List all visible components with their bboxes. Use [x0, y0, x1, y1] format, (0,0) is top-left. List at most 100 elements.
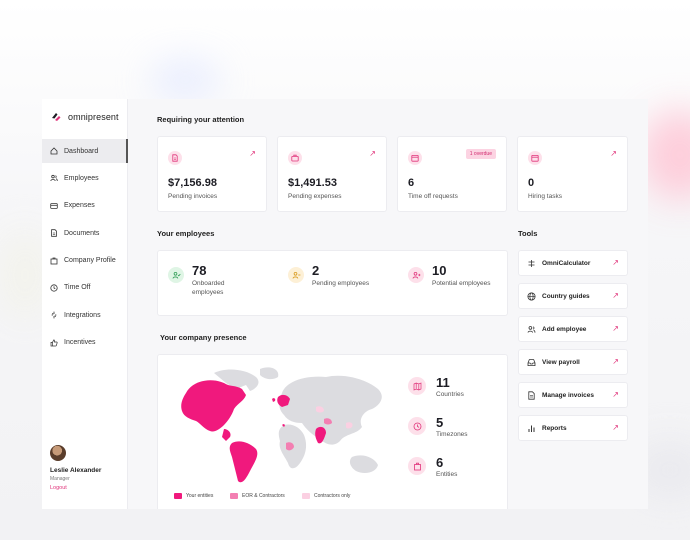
sidebar-item-label: Incentives: [64, 339, 96, 347]
tool-reports[interactable]: Reports ↗: [518, 415, 628, 441]
stat-label: Pending employees: [312, 280, 370, 287]
logout-link[interactable]: Logout: [50, 485, 67, 491]
stat-value: 11: [436, 375, 450, 390]
home-icon: [50, 147, 58, 155]
legend-your-entities: Your entities: [174, 493, 213, 499]
avatar[interactable]: [50, 445, 66, 461]
sidebar-item-label: Dashboard: [64, 147, 99, 155]
sidebar-item-label: Documents: [64, 229, 100, 237]
tool-omnicalculator[interactable]: OmniCalculator ↗: [518, 250, 628, 276]
tool-country-guides[interactable]: Country guides ↗: [518, 283, 628, 309]
sidebar-item-integrations[interactable]: Integrations: [42, 303, 128, 327]
arrow-up-right-icon: ↗: [612, 357, 619, 366]
sidebar-item-company-profile[interactable]: Company Profile: [42, 249, 128, 273]
sidebar-item-label: Integrations: [64, 311, 101, 319]
kpi-card-pending-expenses[interactable]: ↗ $1,491.53 Pending expenses: [277, 136, 387, 212]
clock-icon: [408, 417, 426, 435]
sidebar-item-label: Company Profile: [64, 257, 116, 265]
inbox-icon: [527, 358, 536, 366]
calculator-icon: [528, 259, 535, 267]
tool-label: Reports: [542, 424, 567, 432]
credit-card-icon: [50, 202, 58, 209]
arrow-up-right-icon[interactable]: ↗: [369, 149, 376, 158]
clock-icon: [50, 284, 58, 292]
arrow-up-right-icon[interactable]: ↗: [610, 149, 617, 158]
app-window: omnipresent Dashboard Employees Expenses…: [42, 99, 648, 509]
brand-name: omnipresent: [68, 112, 119, 122]
onboarded-employees-stat[interactable]: 78 Onboarded employees: [168, 263, 268, 303]
map-icon: [408, 377, 426, 395]
user-minus-icon: [288, 267, 304, 283]
stat-label: Potential employees: [432, 280, 491, 287]
tool-manage-invoices[interactable]: Manage invoices ↗: [518, 382, 628, 408]
sidebar-item-incentives[interactable]: Incentives: [42, 331, 128, 355]
users-icon: [527, 325, 536, 333]
kpi-label: Hiring tasks: [528, 193, 562, 200]
kpi-card-pending-invoices[interactable]: ↗ $7,156.98 Pending invoices: [157, 136, 267, 212]
tools-title: Tools: [518, 229, 538, 238]
tool-label: Add employee: [542, 325, 587, 333]
bar-chart-icon: [528, 425, 535, 432]
potential-employees-stat[interactable]: 10 Potential employees: [408, 263, 508, 303]
attention-title: Requiring your attention: [157, 115, 245, 124]
globe-icon: [527, 292, 536, 300]
arrow-up-right-icon: ↗: [612, 258, 619, 267]
tool-view-payroll[interactable]: View payroll ↗: [518, 349, 628, 375]
stat-value: 10: [432, 263, 447, 278]
user-profile: Leslie Alexander Manager Logout: [50, 445, 101, 491]
presence-card: 11 Countries 5 Timezones 6 Entities Your…: [157, 354, 508, 509]
employees-card: 78 Onboarded employees 2 Pending employe…: [157, 250, 508, 316]
kpi-value: 0: [528, 177, 535, 189]
legend-swatch: [174, 493, 182, 499]
presence-title: Your company presence: [160, 333, 247, 342]
sidebar-item-expenses[interactable]: Expenses: [42, 194, 128, 218]
kpi-value: $7,156.98: [168, 177, 217, 189]
tool-label: Country guides: [542, 292, 590, 300]
sidebar: omnipresent Dashboard Employees Expenses…: [42, 99, 128, 509]
kpi-card-time-off-requests[interactable]: 1 overdue 6 Time off requests: [397, 136, 507, 212]
logo[interactable]: omnipresent: [50, 111, 119, 123]
employees-title: Your employees: [157, 229, 215, 238]
stat-value: 2: [312, 263, 320, 278]
sidebar-item-dashboard[interactable]: Dashboard: [42, 139, 128, 163]
main-content: Requiring your attention ↗ $7,156.98 Pen…: [128, 99, 648, 509]
tool-label: View payroll: [542, 358, 580, 366]
countries-stat[interactable]: 11 Countries: [408, 375, 488, 405]
kpi-label: Pending expenses: [288, 193, 342, 200]
user-check-icon: [168, 267, 184, 283]
overdue-badge: 1 overdue: [465, 149, 496, 159]
sidebar-item-documents[interactable]: Documents: [42, 221, 128, 245]
pending-employees-stat[interactable]: 2 Pending employees: [288, 263, 388, 303]
sidebar-nav: Dashboard Employees Expenses Documents C…: [42, 139, 128, 358]
timezones-stat[interactable]: 5 Timezones: [408, 415, 488, 445]
arrow-up-right-icon: ↗: [612, 390, 619, 399]
stat-label: Countries: [436, 391, 464, 398]
plug-icon: [51, 311, 57, 319]
entities-stat[interactable]: 6 Entities: [408, 455, 488, 485]
kpi-card-hiring-tasks[interactable]: ↗ 0 Hiring tasks: [517, 136, 628, 212]
user-name: Leslie Alexander: [50, 467, 102, 474]
calendar-icon: [408, 151, 422, 165]
users-icon: [50, 175, 58, 182]
kpi-label: Pending invoices: [168, 193, 218, 200]
legend-swatch: [302, 493, 310, 499]
stat-label: Entities: [436, 471, 458, 478]
kpi-label: Time off requests: [408, 193, 458, 200]
calendar-icon: [528, 151, 542, 165]
stat-value: 6: [436, 455, 444, 470]
sidebar-item-time-off[interactable]: Time Off: [42, 276, 128, 300]
legend-eor-contractors: EOR & Contractors: [230, 493, 285, 499]
tool-add-employee[interactable]: Add employee ↗: [518, 316, 628, 342]
user-plus-icon: [408, 267, 424, 283]
legend-swatch: [230, 493, 238, 499]
sidebar-item-employees[interactable]: Employees: [42, 166, 128, 190]
background-blur: [0, 230, 50, 320]
document-icon: [51, 229, 57, 237]
building-icon: [408, 457, 426, 475]
arrow-up-right-icon[interactable]: ↗: [249, 149, 256, 158]
arrow-up-right-icon: ↗: [612, 291, 619, 300]
world-map[interactable]: [166, 363, 392, 488]
kpi-value: $1,491.53: [288, 177, 337, 189]
briefcase-icon: [288, 151, 302, 165]
legend-label: Contractors only: [314, 493, 351, 499]
